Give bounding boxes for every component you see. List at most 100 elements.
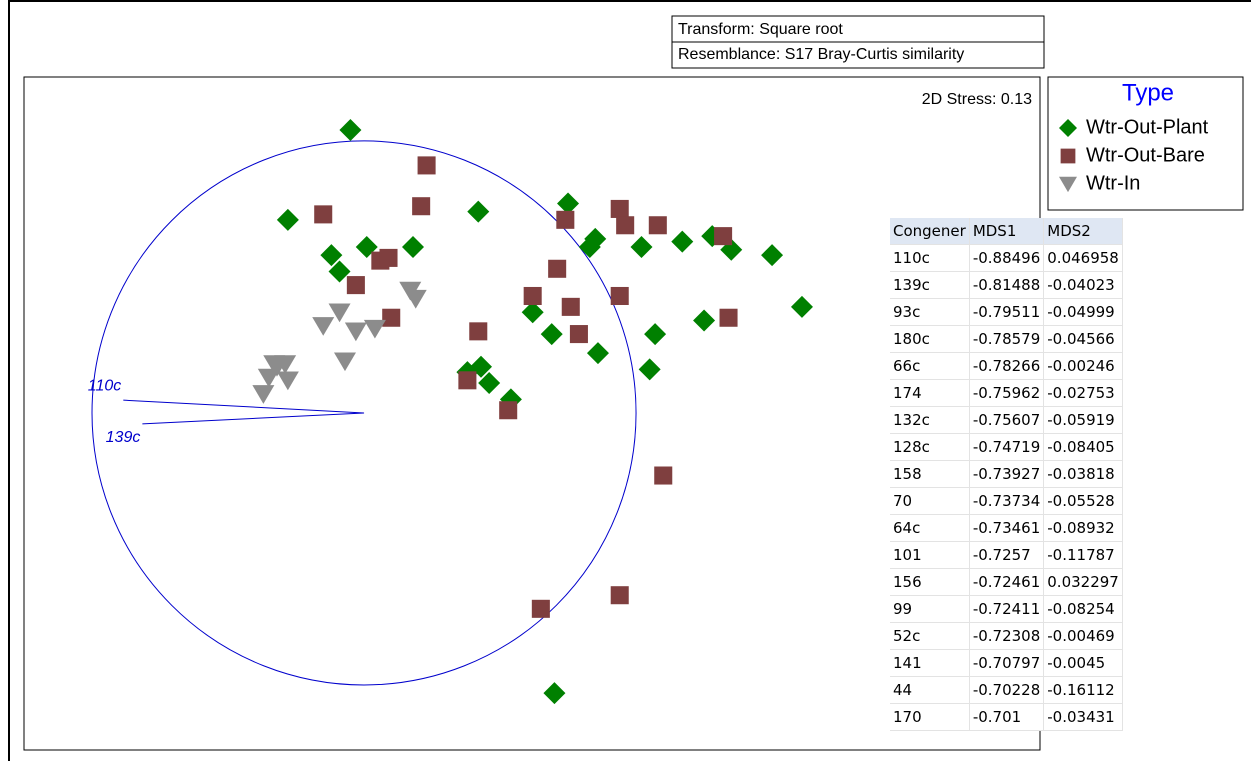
point: [638, 358, 661, 381]
table-row: 156 -0.72461 0.032297: [890, 568, 1123, 596]
correlation-circle: [91, 140, 637, 686]
point: [328, 303, 351, 323]
table-cell: -0.73927: [969, 460, 1045, 488]
legend-marker: [1059, 176, 1077, 193]
table-cell: -0.00246: [1043, 352, 1123, 380]
point: [521, 301, 544, 324]
point: [252, 385, 275, 404]
table-cell: -0.75962: [969, 379, 1045, 407]
table-row: 158 -0.73927 -0.03818: [890, 460, 1123, 488]
table-cell: 0.046958: [1043, 244, 1123, 272]
point: [578, 236, 601, 259]
table-cell: -0.74719: [969, 433, 1045, 461]
point: [379, 248, 398, 267]
table-cell: -0.03431: [1043, 703, 1123, 731]
table-cell: -0.70797: [969, 649, 1045, 677]
table-cell: -0.73734: [969, 487, 1045, 515]
header-line: Resemblance: S17 Bray-Curtis similarity: [678, 46, 964, 63]
point: [412, 197, 431, 216]
table-cell: -0.03818: [1043, 460, 1123, 488]
table-cell: 0.032297: [1043, 568, 1123, 596]
table-cell: 158: [890, 460, 970, 488]
table-cell: -0.72411: [969, 595, 1045, 623]
point: [257, 368, 280, 388]
table-row: 70 -0.73734 -0.05528: [890, 487, 1123, 515]
legend-label: Wtr-Out-Plant: [1086, 116, 1209, 138]
point: [320, 244, 343, 267]
legend-label: Wtr-Out-Bare: [1086, 144, 1205, 166]
point: [630, 236, 653, 259]
point: [404, 289, 427, 309]
point: [469, 322, 488, 341]
table-cell: 139c: [890, 271, 970, 299]
table-cell: 99: [890, 595, 970, 623]
table-row: 66c -0.78266 -0.00246: [890, 352, 1123, 380]
vector: [123, 399, 365, 414]
table-cell: -0.05919: [1043, 406, 1123, 434]
table-cell: -0.08932: [1043, 514, 1123, 542]
table-cell: 64c: [890, 514, 970, 542]
point: [610, 286, 629, 306]
table-row: 174 -0.75962 -0.02753: [890, 379, 1123, 407]
table-cell: Congener: [890, 218, 970, 245]
table-cell: 170: [890, 703, 970, 731]
table-row: 128c -0.74719 -0.08405: [890, 433, 1123, 461]
point: [417, 156, 436, 175]
table-cell: 101: [890, 541, 970, 569]
table-cell: -0.70228: [969, 676, 1045, 704]
table-cell: -0.81488: [969, 271, 1045, 299]
point: [276, 208, 299, 231]
table-row: Congener MDS1 MDS2: [890, 218, 1123, 245]
table-cell: -0.16112: [1043, 676, 1123, 704]
legend-marker: [1060, 148, 1076, 164]
point: [540, 323, 563, 346]
point: [333, 352, 356, 372]
table-cell: 44: [890, 676, 970, 704]
point: [586, 342, 609, 365]
table-cell: 174: [890, 379, 970, 407]
point: [499, 401, 518, 420]
table-cell: MDS1: [969, 218, 1045, 245]
table-row: 93c -0.79511 -0.04999: [890, 298, 1123, 326]
table-cell: 93c: [890, 298, 970, 326]
table-cell: -0.72461: [969, 568, 1045, 596]
table-row: 110c -0.88496 0.046958: [890, 244, 1123, 272]
table-row: 132c -0.75607 -0.05919: [890, 406, 1123, 434]
table-cell: -0.02753: [1043, 379, 1123, 407]
data-table: Congener MDS1 MDS2 110c -0.88496 0.046958 139c…: [890, 218, 1123, 731]
point: [401, 236, 424, 259]
table-cell: -0.78579: [969, 325, 1045, 353]
point: [671, 230, 694, 253]
point: [276, 371, 299, 391]
table-cell: -0.72308: [969, 622, 1045, 650]
table-row: 44 -0.70228 -0.16112: [890, 676, 1123, 704]
point: [556, 210, 575, 229]
table-cell: -0.11787: [1043, 541, 1123, 569]
point: [458, 371, 477, 390]
table-cell: -0.00469: [1043, 622, 1123, 650]
vector: [142, 412, 365, 425]
point: [761, 244, 784, 267]
point: [328, 260, 351, 283]
table-cell: -0.79511: [969, 298, 1045, 326]
point: [467, 200, 490, 223]
point: [693, 309, 716, 332]
table-cell: 110c: [890, 244, 970, 272]
header-line: Transform: Square root: [678, 21, 843, 38]
table-cell: 132c: [890, 406, 970, 434]
point: [616, 216, 635, 235]
point: [714, 227, 733, 246]
point: [265, 357, 288, 377]
table-row: 64c -0.73461 -0.08932: [890, 514, 1123, 542]
table-row: 141 -0.70797 -0.0045: [890, 649, 1123, 677]
table-row: 99 -0.72411 -0.08254: [890, 595, 1123, 623]
vector-label: 139c: [106, 429, 141, 446]
point: [346, 276, 365, 295]
point: [790, 295, 813, 318]
table-cell: -0.05528: [1043, 487, 1123, 515]
point: [478, 372, 501, 395]
table-cell: -0.88496: [969, 244, 1045, 272]
point: [644, 323, 667, 346]
legend-title: Type: [1122, 79, 1174, 106]
